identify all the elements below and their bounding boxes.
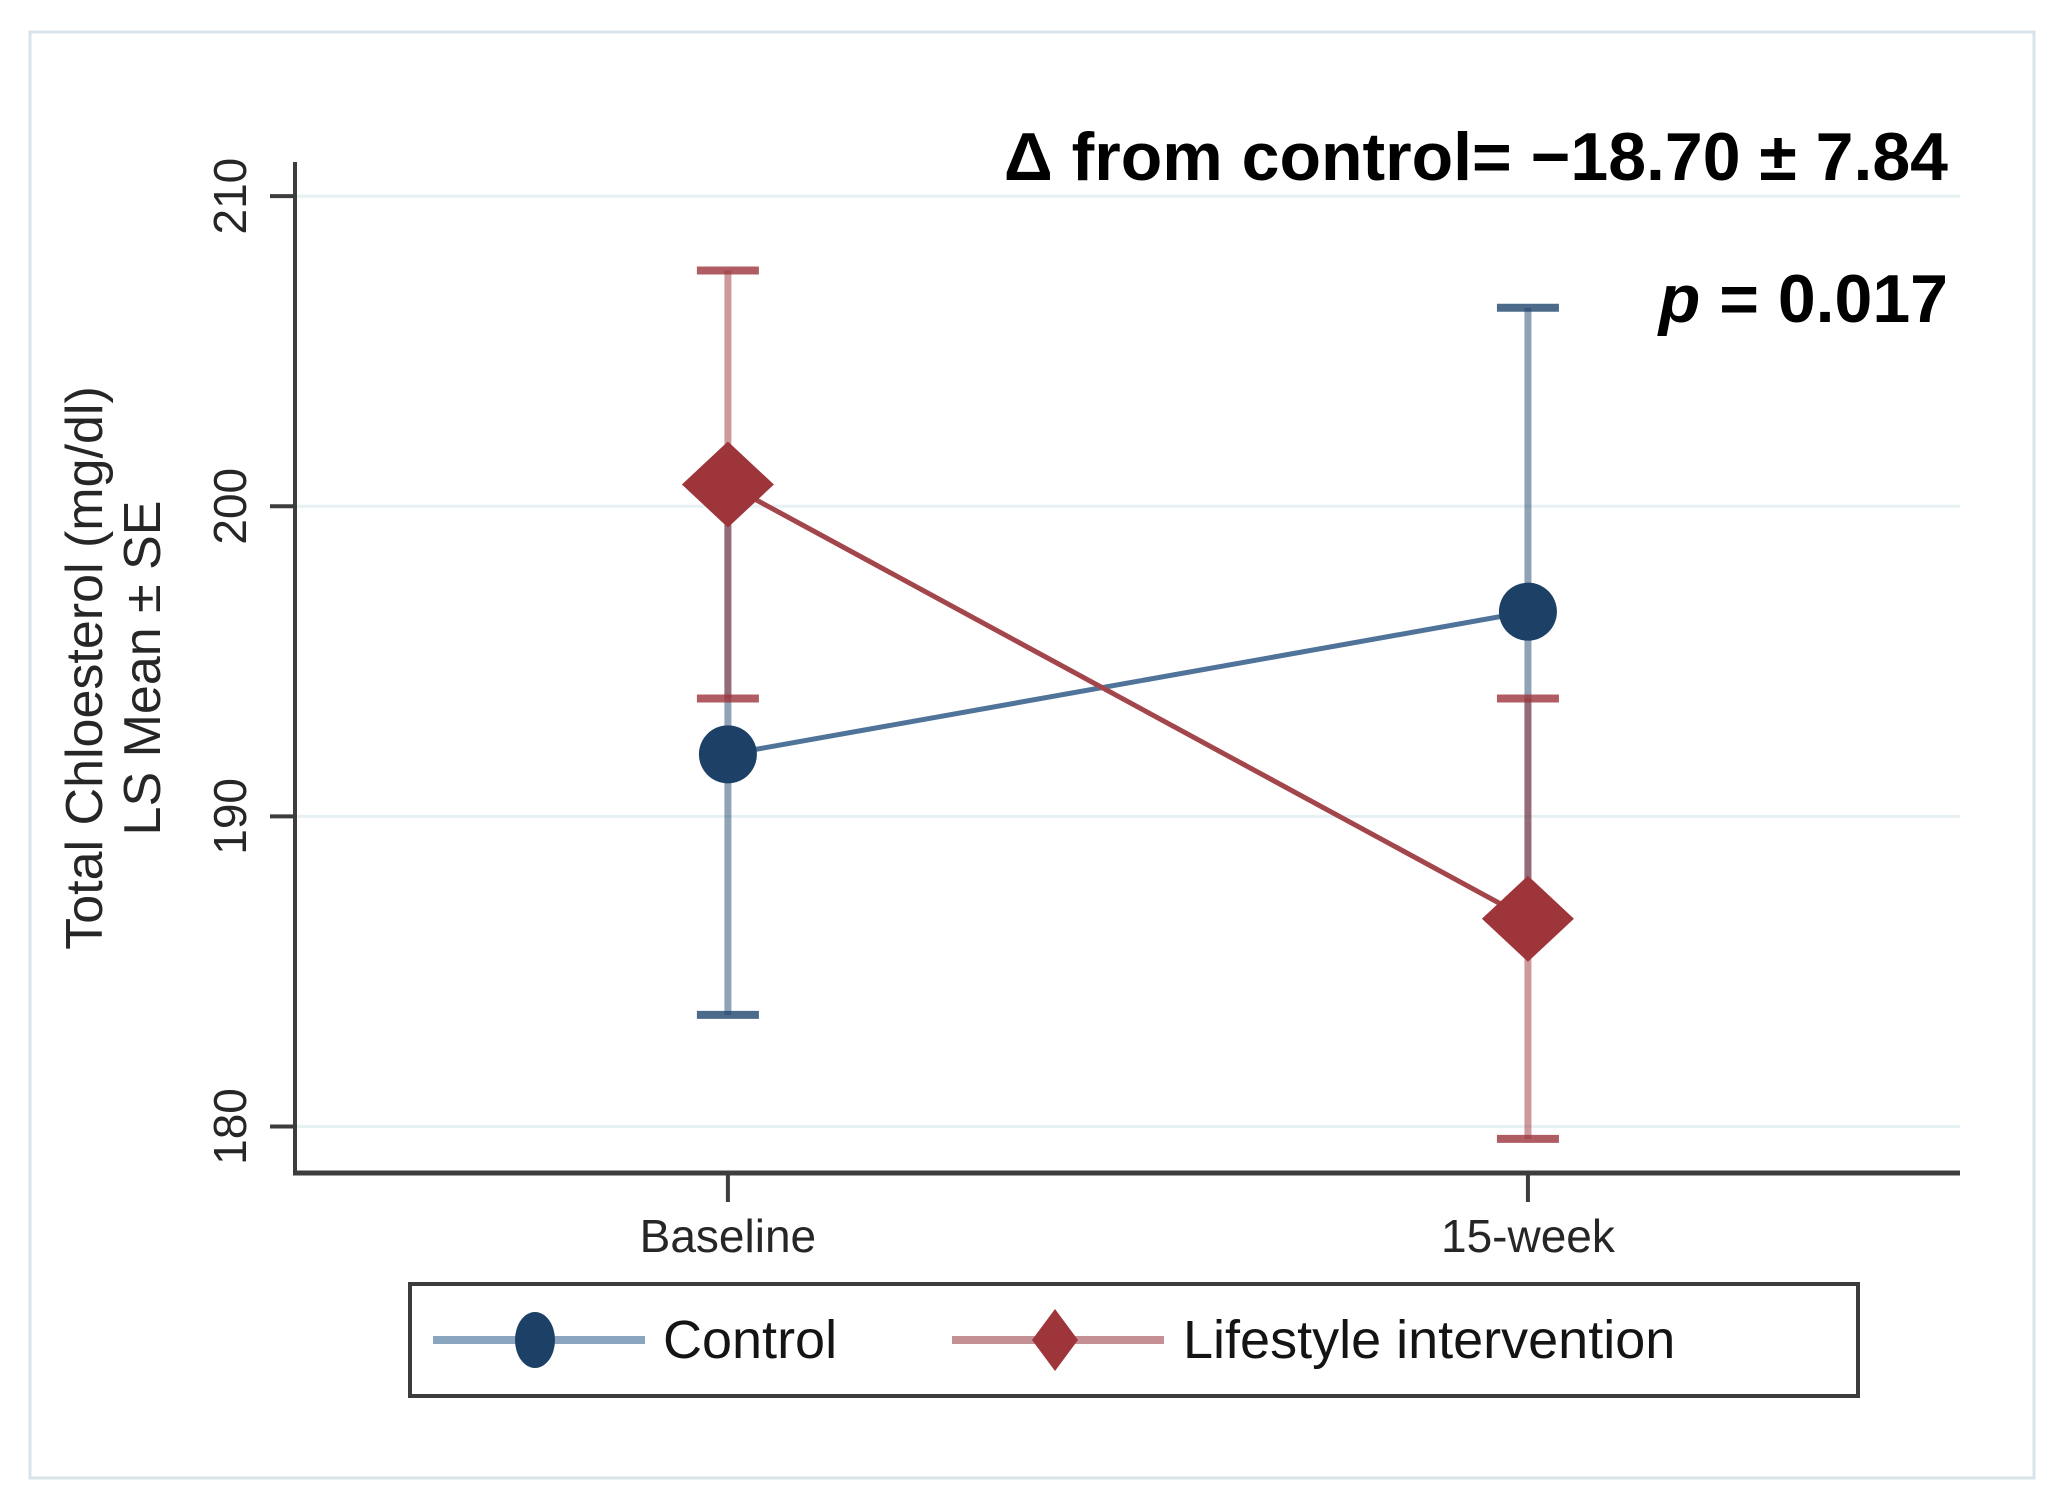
legend-circle-marker <box>515 1312 555 1368</box>
y-axis-ticks: 180 190 200 210 <box>204 158 294 1165</box>
y-tick-label-190: 190 <box>204 778 256 855</box>
gridlines <box>296 194 1960 1128</box>
y-tick-label-200: 200 <box>204 468 256 545</box>
legend-diamond-marker <box>1032 1309 1078 1371</box>
y-tick-label-180: 180 <box>204 1088 256 1165</box>
axes: 180 190 200 210 Baseline 15-week <box>204 158 1960 1262</box>
legend: Control Lifestyle intervention <box>408 1282 1860 1398</box>
annotation-p-value: p = 0.017 <box>1657 261 1948 337</box>
data-point-control-0 <box>698 725 757 784</box>
data-point-lifestyle-0 <box>681 441 774 528</box>
y-axis-title-line2: LS Mean ± SE <box>114 501 172 836</box>
x-axis-ticks: Baseline 15-week <box>640 1174 1616 1262</box>
annotation-p-number: = 0.017 <box>1700 261 1948 337</box>
y-tick-label-210: 210 <box>204 158 256 235</box>
legend-label-1: Lifestyle intervention <box>1183 1310 1675 1370</box>
trend-line-control <box>727 609 1529 757</box>
data-point-lifestyle-1 <box>1481 875 1574 962</box>
trend-line-lifestyle <box>726 482 1530 921</box>
x-tick-label-0: Baseline <box>640 1210 816 1262</box>
figure-border <box>28 30 2036 1480</box>
legend-entries: Control Lifestyle intervention <box>433 1309 1675 1371</box>
data-series <box>681 266 1574 1143</box>
data-point-control-1 <box>1498 582 1557 641</box>
legend-label-0: Control <box>663 1310 837 1370</box>
annotation-p-symbol: p <box>1657 261 1701 337</box>
y-axis-title-line1: Total Chloesterol (mg/dl) <box>56 386 114 950</box>
x-tick-label-1: 15-week <box>1441 1210 1616 1262</box>
annotation-delta-from-control: Δ from control= −18.70 ± 7.84 <box>1004 119 1948 195</box>
